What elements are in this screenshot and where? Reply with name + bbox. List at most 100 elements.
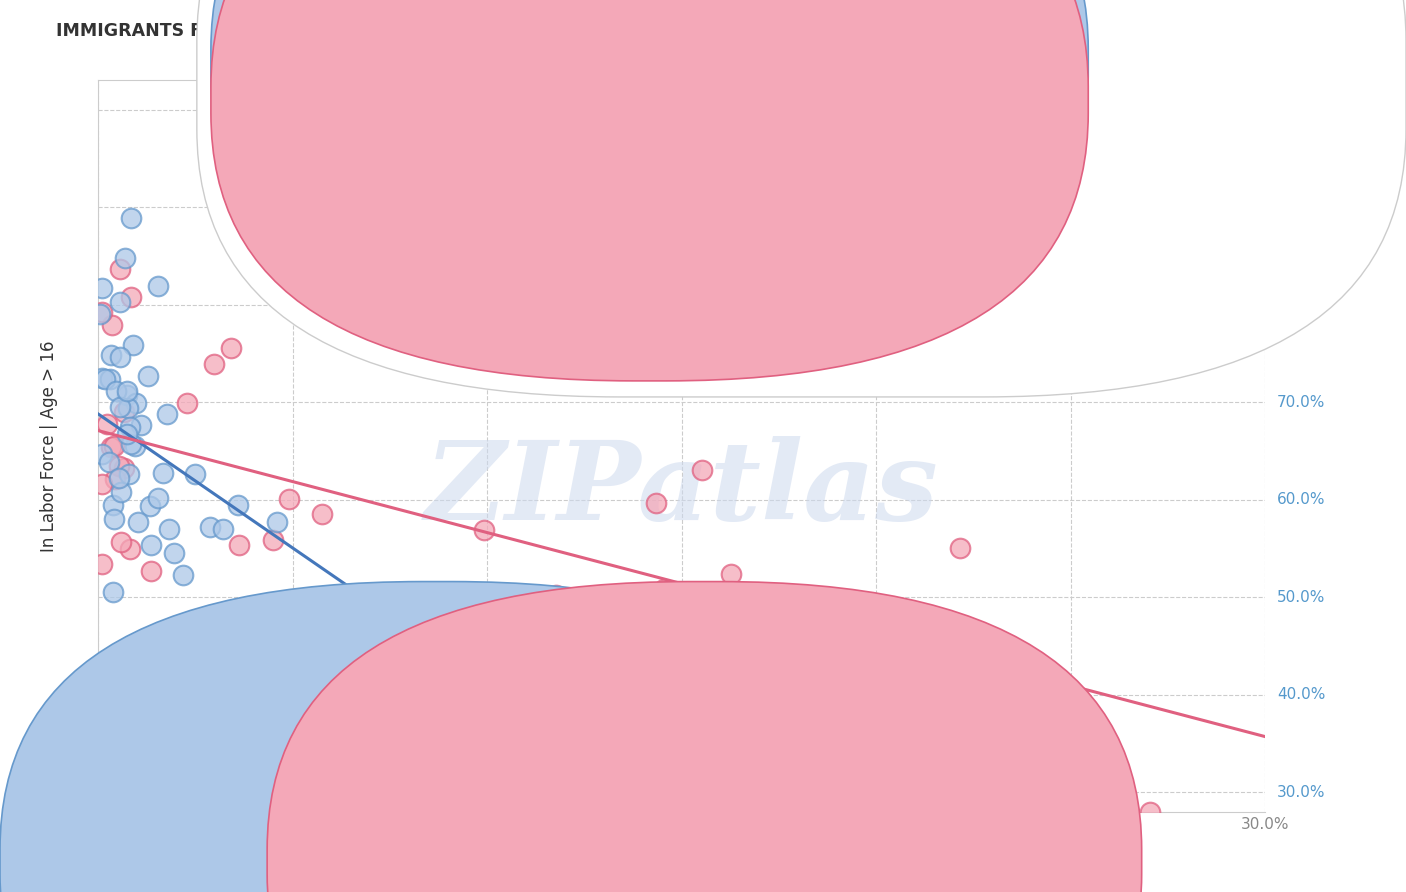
Point xyxy=(156,407,179,421)
Point xyxy=(103,584,125,599)
Point xyxy=(278,491,301,506)
Point xyxy=(152,467,174,481)
Point xyxy=(540,678,562,692)
Point xyxy=(112,461,135,475)
Point xyxy=(107,459,129,474)
Point xyxy=(114,251,136,265)
Point xyxy=(100,440,122,454)
Point xyxy=(117,401,139,415)
Text: 34: 34 xyxy=(820,90,841,108)
Text: Immigrants from Sweden: Immigrants from Sweden xyxy=(728,853,938,871)
Point xyxy=(112,405,135,419)
Point xyxy=(720,567,742,582)
Text: N =: N = xyxy=(770,90,818,108)
Point xyxy=(90,447,112,461)
Text: ZIPatlas: ZIPatlas xyxy=(425,436,939,543)
Point xyxy=(120,290,142,304)
Point xyxy=(107,471,129,485)
Text: -0.343: -0.343 xyxy=(707,53,761,70)
Point xyxy=(101,498,124,512)
Point xyxy=(94,372,117,386)
Point xyxy=(118,467,141,482)
Point xyxy=(602,795,624,809)
Point xyxy=(834,805,856,819)
Point xyxy=(474,523,496,537)
Text: 100.0%: 100.0% xyxy=(1277,102,1336,117)
Point xyxy=(108,261,131,276)
Point xyxy=(212,522,235,536)
Text: 70.0%: 70.0% xyxy=(1277,394,1326,409)
Point xyxy=(110,535,132,549)
Point xyxy=(652,582,675,596)
Point xyxy=(120,211,142,226)
Point xyxy=(690,463,713,477)
Point xyxy=(637,805,659,819)
Point xyxy=(657,805,679,819)
Point xyxy=(108,400,131,414)
Point xyxy=(91,558,114,572)
Text: In Labor Force | Age > 16: In Labor Force | Age > 16 xyxy=(41,340,59,552)
Point xyxy=(124,439,146,453)
Point xyxy=(172,568,194,582)
Point xyxy=(647,797,669,812)
Point xyxy=(139,499,162,513)
Point xyxy=(311,507,333,521)
Point xyxy=(141,538,163,552)
Text: 63: 63 xyxy=(820,53,841,70)
Point xyxy=(219,341,242,355)
Point xyxy=(443,701,465,715)
Point xyxy=(124,396,146,410)
Point xyxy=(105,384,128,399)
Point xyxy=(200,519,222,533)
Point xyxy=(146,491,169,505)
Point xyxy=(118,419,141,434)
Point xyxy=(108,350,131,364)
Point xyxy=(96,417,118,432)
Point xyxy=(129,417,152,432)
Text: Immigrants from Malaysia: Immigrants from Malaysia xyxy=(461,853,678,871)
Point xyxy=(720,594,742,608)
Point xyxy=(127,515,149,529)
Point xyxy=(115,388,138,402)
Text: -0.465: -0.465 xyxy=(707,90,761,108)
Point xyxy=(176,396,198,410)
Point xyxy=(679,805,702,819)
Text: Source: ZipAtlas.com: Source: ZipAtlas.com xyxy=(1216,22,1364,37)
Text: R =: R = xyxy=(675,90,711,108)
Point xyxy=(98,372,121,386)
Point xyxy=(157,522,180,536)
Point xyxy=(104,472,127,486)
Point xyxy=(110,485,132,500)
Point xyxy=(262,533,284,548)
Point xyxy=(453,658,475,673)
Text: 60.0%: 60.0% xyxy=(1277,492,1326,508)
Point xyxy=(444,731,467,746)
Point xyxy=(200,642,222,657)
Point xyxy=(544,588,567,602)
Point xyxy=(202,357,225,371)
Point xyxy=(141,564,163,578)
Text: R =: R = xyxy=(675,53,711,70)
Point xyxy=(115,384,138,398)
Text: IMMIGRANTS FROM MALAYSIA VS IMMIGRANTS FROM SWEDEN IN LABOR FORCE | AGE > 16 COR: IMMIGRANTS FROM MALAYSIA VS IMMIGRANTS F… xyxy=(56,22,1167,40)
Text: 30.0%: 30.0% xyxy=(1277,785,1326,800)
Point xyxy=(91,281,114,295)
Point xyxy=(664,805,686,819)
Point xyxy=(522,772,544,786)
Point xyxy=(120,437,142,451)
Text: 90.0%: 90.0% xyxy=(1277,200,1326,215)
Point xyxy=(212,688,235,702)
Point xyxy=(98,455,121,469)
Point xyxy=(115,426,138,441)
Point xyxy=(1139,805,1161,819)
Point xyxy=(90,370,112,384)
Point xyxy=(523,686,546,700)
Text: N =: N = xyxy=(770,53,818,70)
Point xyxy=(266,515,288,529)
Point xyxy=(949,541,972,556)
Text: 80.0%: 80.0% xyxy=(1277,297,1326,312)
Point xyxy=(91,305,114,319)
Point xyxy=(122,338,145,352)
Point xyxy=(228,538,250,552)
Point xyxy=(228,498,250,512)
